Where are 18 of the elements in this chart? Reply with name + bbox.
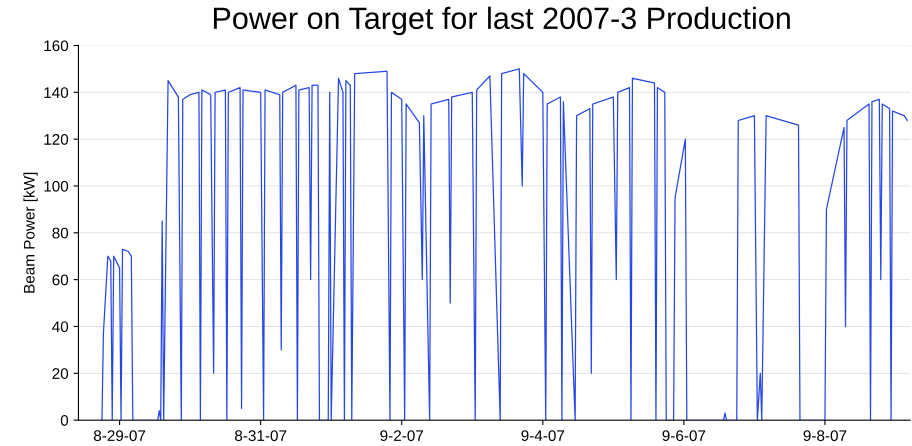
y-tick-label: 0 bbox=[60, 415, 68, 426]
y-tick-label: 100 bbox=[44, 180, 68, 192]
line-series bbox=[101, 68, 908, 420]
x-tick-label: 8-31-07 bbox=[234, 430, 286, 442]
x-tick-label: 9-8-07 bbox=[804, 430, 846, 442]
y-tick-label: 60 bbox=[52, 274, 68, 286]
x-tick-label: 9-4-07 bbox=[521, 430, 564, 442]
x-tick-label: 8-29-07 bbox=[94, 430, 146, 442]
y-tick-label: 140 bbox=[44, 87, 68, 98]
y-tick-label: 80 bbox=[52, 228, 68, 238]
x-tick-label: 9-6-07 bbox=[662, 430, 706, 442]
y-tick-label: 20 bbox=[52, 368, 68, 379]
y-tick-label: 120 bbox=[44, 134, 68, 145]
y-axis-title: Beam Power [kW] bbox=[23, 172, 38, 293]
y-tick-label: 160 bbox=[44, 40, 68, 52]
y-tick-label: 40 bbox=[52, 321, 68, 332]
chart-title: Power on Target for last 2007-3 Production bbox=[214, 6, 790, 36]
x-tick-label: 9-2-07 bbox=[380, 430, 424, 442]
